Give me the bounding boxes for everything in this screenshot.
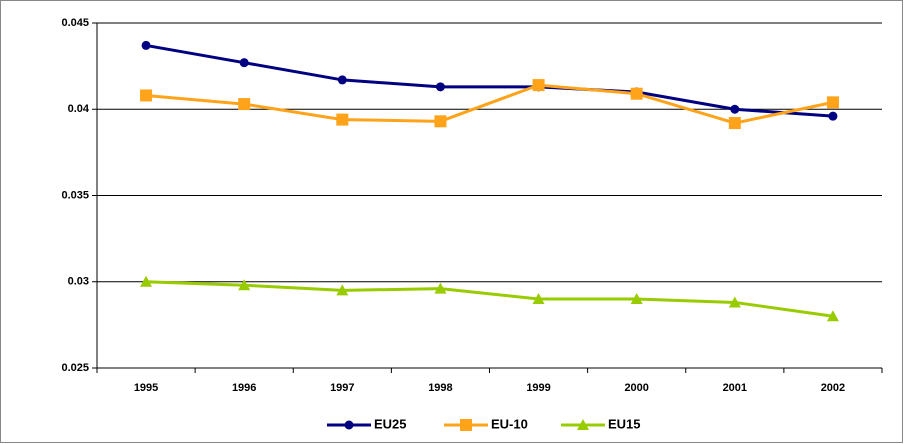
data-point [826, 96, 839, 109]
x-tick-label: 1999 [526, 382, 550, 394]
data-point [238, 98, 251, 111]
x-tick-label: 2002 [821, 382, 845, 394]
data-point [336, 113, 349, 126]
data-point [728, 296, 741, 308]
data-point [828, 111, 838, 121]
y-tick-label: 0.045 [61, 17, 89, 29]
y-tick-label: 0.03 [68, 276, 89, 288]
x-tick-label: 2000 [624, 382, 648, 394]
legend-label: EU-10 [491, 416, 528, 431]
data-point [141, 40, 151, 50]
data-point [336, 284, 349, 296]
legend-marker [344, 420, 354, 430]
legend-marker [460, 419, 472, 431]
data-point [239, 58, 249, 68]
data-point [630, 293, 643, 304]
data-point [730, 104, 740, 114]
x-tick-label: 1998 [428, 382, 452, 394]
y-tick-label: 0.025 [61, 362, 89, 374]
y-tick-label: 0.035 [61, 189, 89, 201]
data-point [140, 89, 153, 102]
data-point [434, 282, 447, 294]
y-tick-label: 0.04 [68, 103, 90, 115]
legend-marker [577, 419, 589, 430]
x-tick-label: 2001 [723, 382, 747, 394]
data-point [532, 79, 545, 92]
data-point [728, 117, 741, 130]
x-tick-label: 1997 [330, 382, 354, 394]
data-point [630, 87, 643, 100]
data-point [532, 293, 545, 304]
x-tick-label: 1996 [232, 382, 256, 394]
data-point [435, 82, 445, 92]
data-point [434, 115, 447, 128]
x-tick-label: 1995 [134, 382, 158, 394]
data-point [826, 310, 839, 322]
series-line [145, 43, 834, 118]
legend-label: EU25 [374, 416, 407, 431]
series-line [146, 280, 834, 318]
legend-label: EU15 [608, 416, 641, 431]
data-point [238, 279, 251, 291]
data-point [337, 75, 347, 85]
data-point [140, 275, 153, 287]
series-line [145, 83, 834, 125]
